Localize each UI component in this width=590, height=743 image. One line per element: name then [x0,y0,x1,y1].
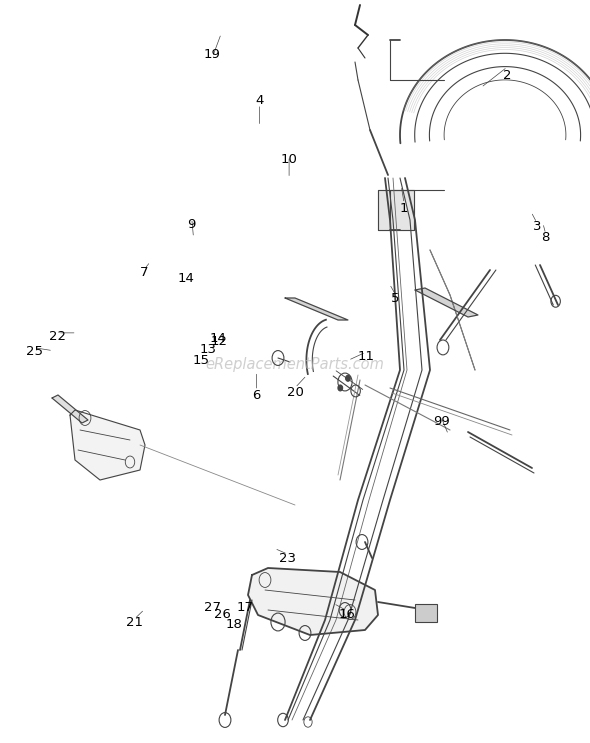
Text: 5: 5 [391,292,399,305]
Circle shape [346,375,350,381]
Polygon shape [52,395,88,423]
Text: 15: 15 [192,354,209,367]
Text: 14: 14 [210,331,227,345]
Text: 20: 20 [287,386,303,399]
Text: 13: 13 [199,343,216,356]
Text: 23: 23 [280,552,296,565]
Polygon shape [378,190,414,230]
Text: 9: 9 [188,218,196,231]
Polygon shape [415,288,478,317]
Text: 6: 6 [253,389,261,402]
Text: 16: 16 [339,608,355,621]
Circle shape [338,385,343,391]
Text: 19: 19 [204,48,221,61]
Polygon shape [248,568,378,635]
Polygon shape [285,298,348,320]
Text: 99: 99 [433,415,450,428]
Text: 17: 17 [237,600,253,614]
Text: 7: 7 [140,266,149,279]
Text: 27: 27 [204,600,221,614]
Text: 14: 14 [178,272,194,285]
Text: 26: 26 [214,608,231,621]
FancyBboxPatch shape [415,604,437,622]
Text: 2: 2 [503,69,512,82]
Text: 11: 11 [358,350,374,363]
Text: 10: 10 [281,153,297,166]
Text: 8: 8 [542,231,550,244]
Text: eReplacementParts.com: eReplacementParts.com [205,357,385,372]
Text: 22: 22 [50,330,66,343]
Text: 3: 3 [533,220,541,233]
Text: 25: 25 [26,345,42,358]
Text: 4: 4 [255,94,264,107]
Text: 18: 18 [226,617,242,631]
Text: 12: 12 [211,335,228,348]
Text: 21: 21 [126,616,143,629]
Text: 1: 1 [400,201,408,215]
Polygon shape [70,410,145,480]
